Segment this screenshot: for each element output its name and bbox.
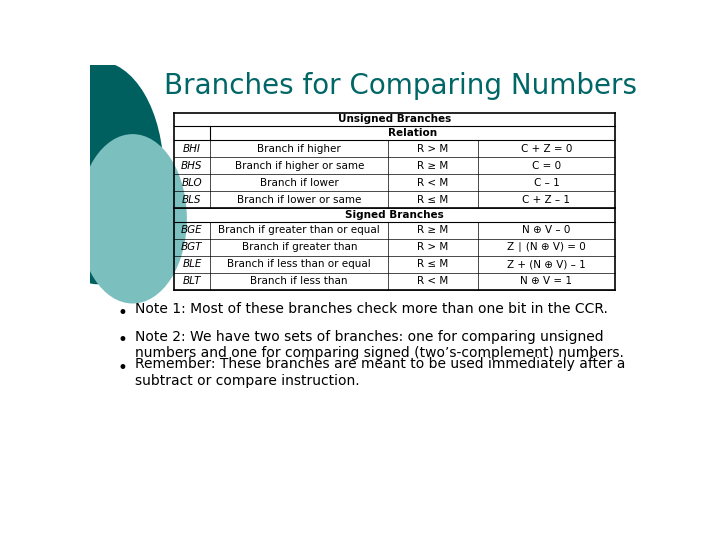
Text: Branch if greater than: Branch if greater than	[241, 242, 357, 252]
Text: BGT: BGT	[181, 242, 202, 252]
Text: R ≥ M: R ≥ M	[418, 161, 449, 171]
Text: Signed Branches: Signed Branches	[345, 210, 444, 220]
Text: Branch if higher: Branch if higher	[257, 144, 341, 154]
Text: Remember: These branches are meant to be used immediately after a
subtract or co: Remember: These branches are meant to be…	[135, 357, 626, 388]
Text: Branch if greater than or equal: Branch if greater than or equal	[218, 225, 380, 235]
Text: Branch if lower or same: Branch if lower or same	[237, 194, 361, 205]
Text: BHS: BHS	[181, 161, 202, 171]
Text: N ⊕ V – 0: N ⊕ V – 0	[522, 225, 571, 235]
Text: BLT: BLT	[183, 276, 201, 286]
Text: R < M: R < M	[418, 276, 449, 286]
Text: Note 2: We have two sets of branches: one for comparing unsigned
numbers and one: Note 2: We have two sets of branches: on…	[135, 330, 624, 360]
Text: BLS: BLS	[182, 194, 202, 205]
Text: C – 1: C – 1	[534, 178, 559, 187]
Text: Relation: Relation	[388, 129, 437, 138]
Text: Z ∣ (N ⊕ V) = 0: Z ∣ (N ⊕ V) = 0	[507, 242, 586, 252]
Text: BGE: BGE	[181, 225, 203, 235]
Text: •: •	[117, 303, 127, 321]
Text: R ≥ M: R ≥ M	[418, 225, 449, 235]
Text: BLO: BLO	[181, 178, 202, 187]
Text: Branch if less than or equal: Branch if less than or equal	[228, 259, 371, 269]
Text: Unsigned Branches: Unsigned Branches	[338, 114, 451, 125]
Text: Note 1: Most of these branches check more than one bit in the CCR.: Note 1: Most of these branches check mor…	[135, 302, 608, 316]
Text: R < M: R < M	[418, 178, 449, 187]
Text: C + Z – 1: C + Z – 1	[523, 194, 570, 205]
Text: •: •	[117, 359, 127, 377]
Text: R ≤ M: R ≤ M	[418, 194, 449, 205]
Ellipse shape	[32, 61, 163, 284]
Text: Branch if higher or same: Branch if higher or same	[235, 161, 364, 171]
Text: R > M: R > M	[418, 242, 449, 252]
Text: Branches for Comparing Numbers: Branches for Comparing Numbers	[163, 72, 636, 100]
Text: R > M: R > M	[418, 144, 449, 154]
Text: Z + (N ⊕ V) – 1: Z + (N ⊕ V) – 1	[507, 259, 586, 269]
Text: Branch if lower: Branch if lower	[260, 178, 338, 187]
Text: N ⊕ V = 1: N ⊕ V = 1	[521, 276, 572, 286]
Text: C = 0: C = 0	[532, 161, 561, 171]
Text: R ≤ M: R ≤ M	[418, 259, 449, 269]
Text: •: •	[117, 331, 127, 349]
Text: Branch if less than: Branch if less than	[251, 276, 348, 286]
Text: BLE: BLE	[182, 259, 202, 269]
Text: BHI: BHI	[183, 144, 201, 154]
Text: C + Z = 0: C + Z = 0	[521, 144, 572, 154]
Ellipse shape	[78, 134, 187, 303]
